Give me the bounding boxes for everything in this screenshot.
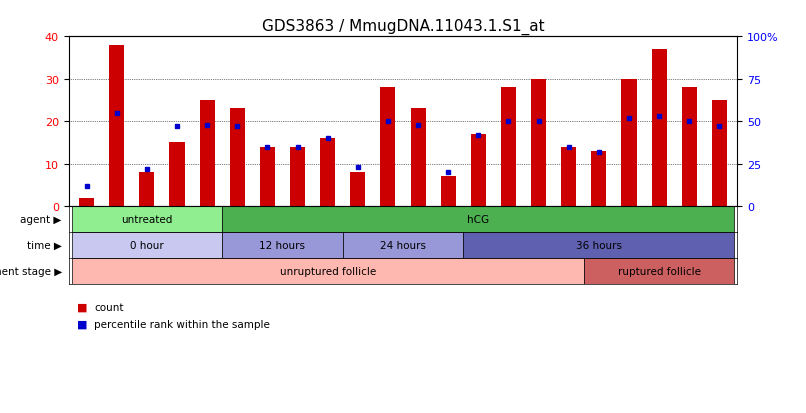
Bar	[410, 109, 426, 206]
Text: agent ▶: agent ▶	[20, 214, 62, 225]
Bar	[230, 109, 245, 206]
Bar	[351, 173, 365, 206]
Bar	[592, 152, 606, 206]
Bar	[343, 233, 463, 259]
Bar	[463, 233, 734, 259]
Bar	[139, 173, 155, 206]
Bar	[200, 101, 214, 206]
Bar	[222, 233, 343, 259]
Bar	[561, 147, 576, 206]
Text: untreated: untreated	[121, 214, 172, 225]
Text: ruptured follicle: ruptured follicle	[617, 266, 700, 277]
Bar	[471, 135, 486, 206]
Bar	[621, 79, 637, 206]
Bar	[584, 259, 734, 285]
Text: 0 hour: 0 hour	[130, 240, 164, 251]
Bar	[72, 233, 222, 259]
Bar	[651, 50, 667, 206]
Bar	[320, 139, 335, 206]
Bar	[682, 88, 697, 206]
Bar	[441, 177, 455, 206]
Bar	[260, 147, 275, 206]
Bar	[501, 88, 516, 206]
Bar	[380, 88, 396, 206]
Text: 12 hours: 12 hours	[260, 240, 305, 251]
Text: development stage ▶: development stage ▶	[0, 266, 62, 277]
Text: count: count	[94, 302, 124, 312]
Text: ■: ■	[77, 319, 90, 329]
Bar	[222, 206, 734, 233]
Bar	[290, 147, 305, 206]
Bar	[109, 45, 124, 206]
Bar	[531, 79, 546, 206]
Title: GDS3863 / MmugDNA.11043.1.S1_at: GDS3863 / MmugDNA.11043.1.S1_at	[262, 18, 544, 34]
Text: ■: ■	[77, 302, 90, 312]
Bar	[79, 198, 94, 206]
Text: 24 hours: 24 hours	[380, 240, 426, 251]
Text: 36 hours: 36 hours	[575, 240, 622, 251]
Text: unruptured follicle: unruptured follicle	[280, 266, 376, 277]
Text: time ▶: time ▶	[27, 240, 62, 251]
Bar	[72, 259, 584, 285]
Bar	[169, 143, 185, 206]
Bar	[72, 206, 222, 233]
Text: percentile rank within the sample: percentile rank within the sample	[94, 319, 270, 329]
Text: hCG: hCG	[467, 214, 489, 225]
Bar	[712, 101, 727, 206]
